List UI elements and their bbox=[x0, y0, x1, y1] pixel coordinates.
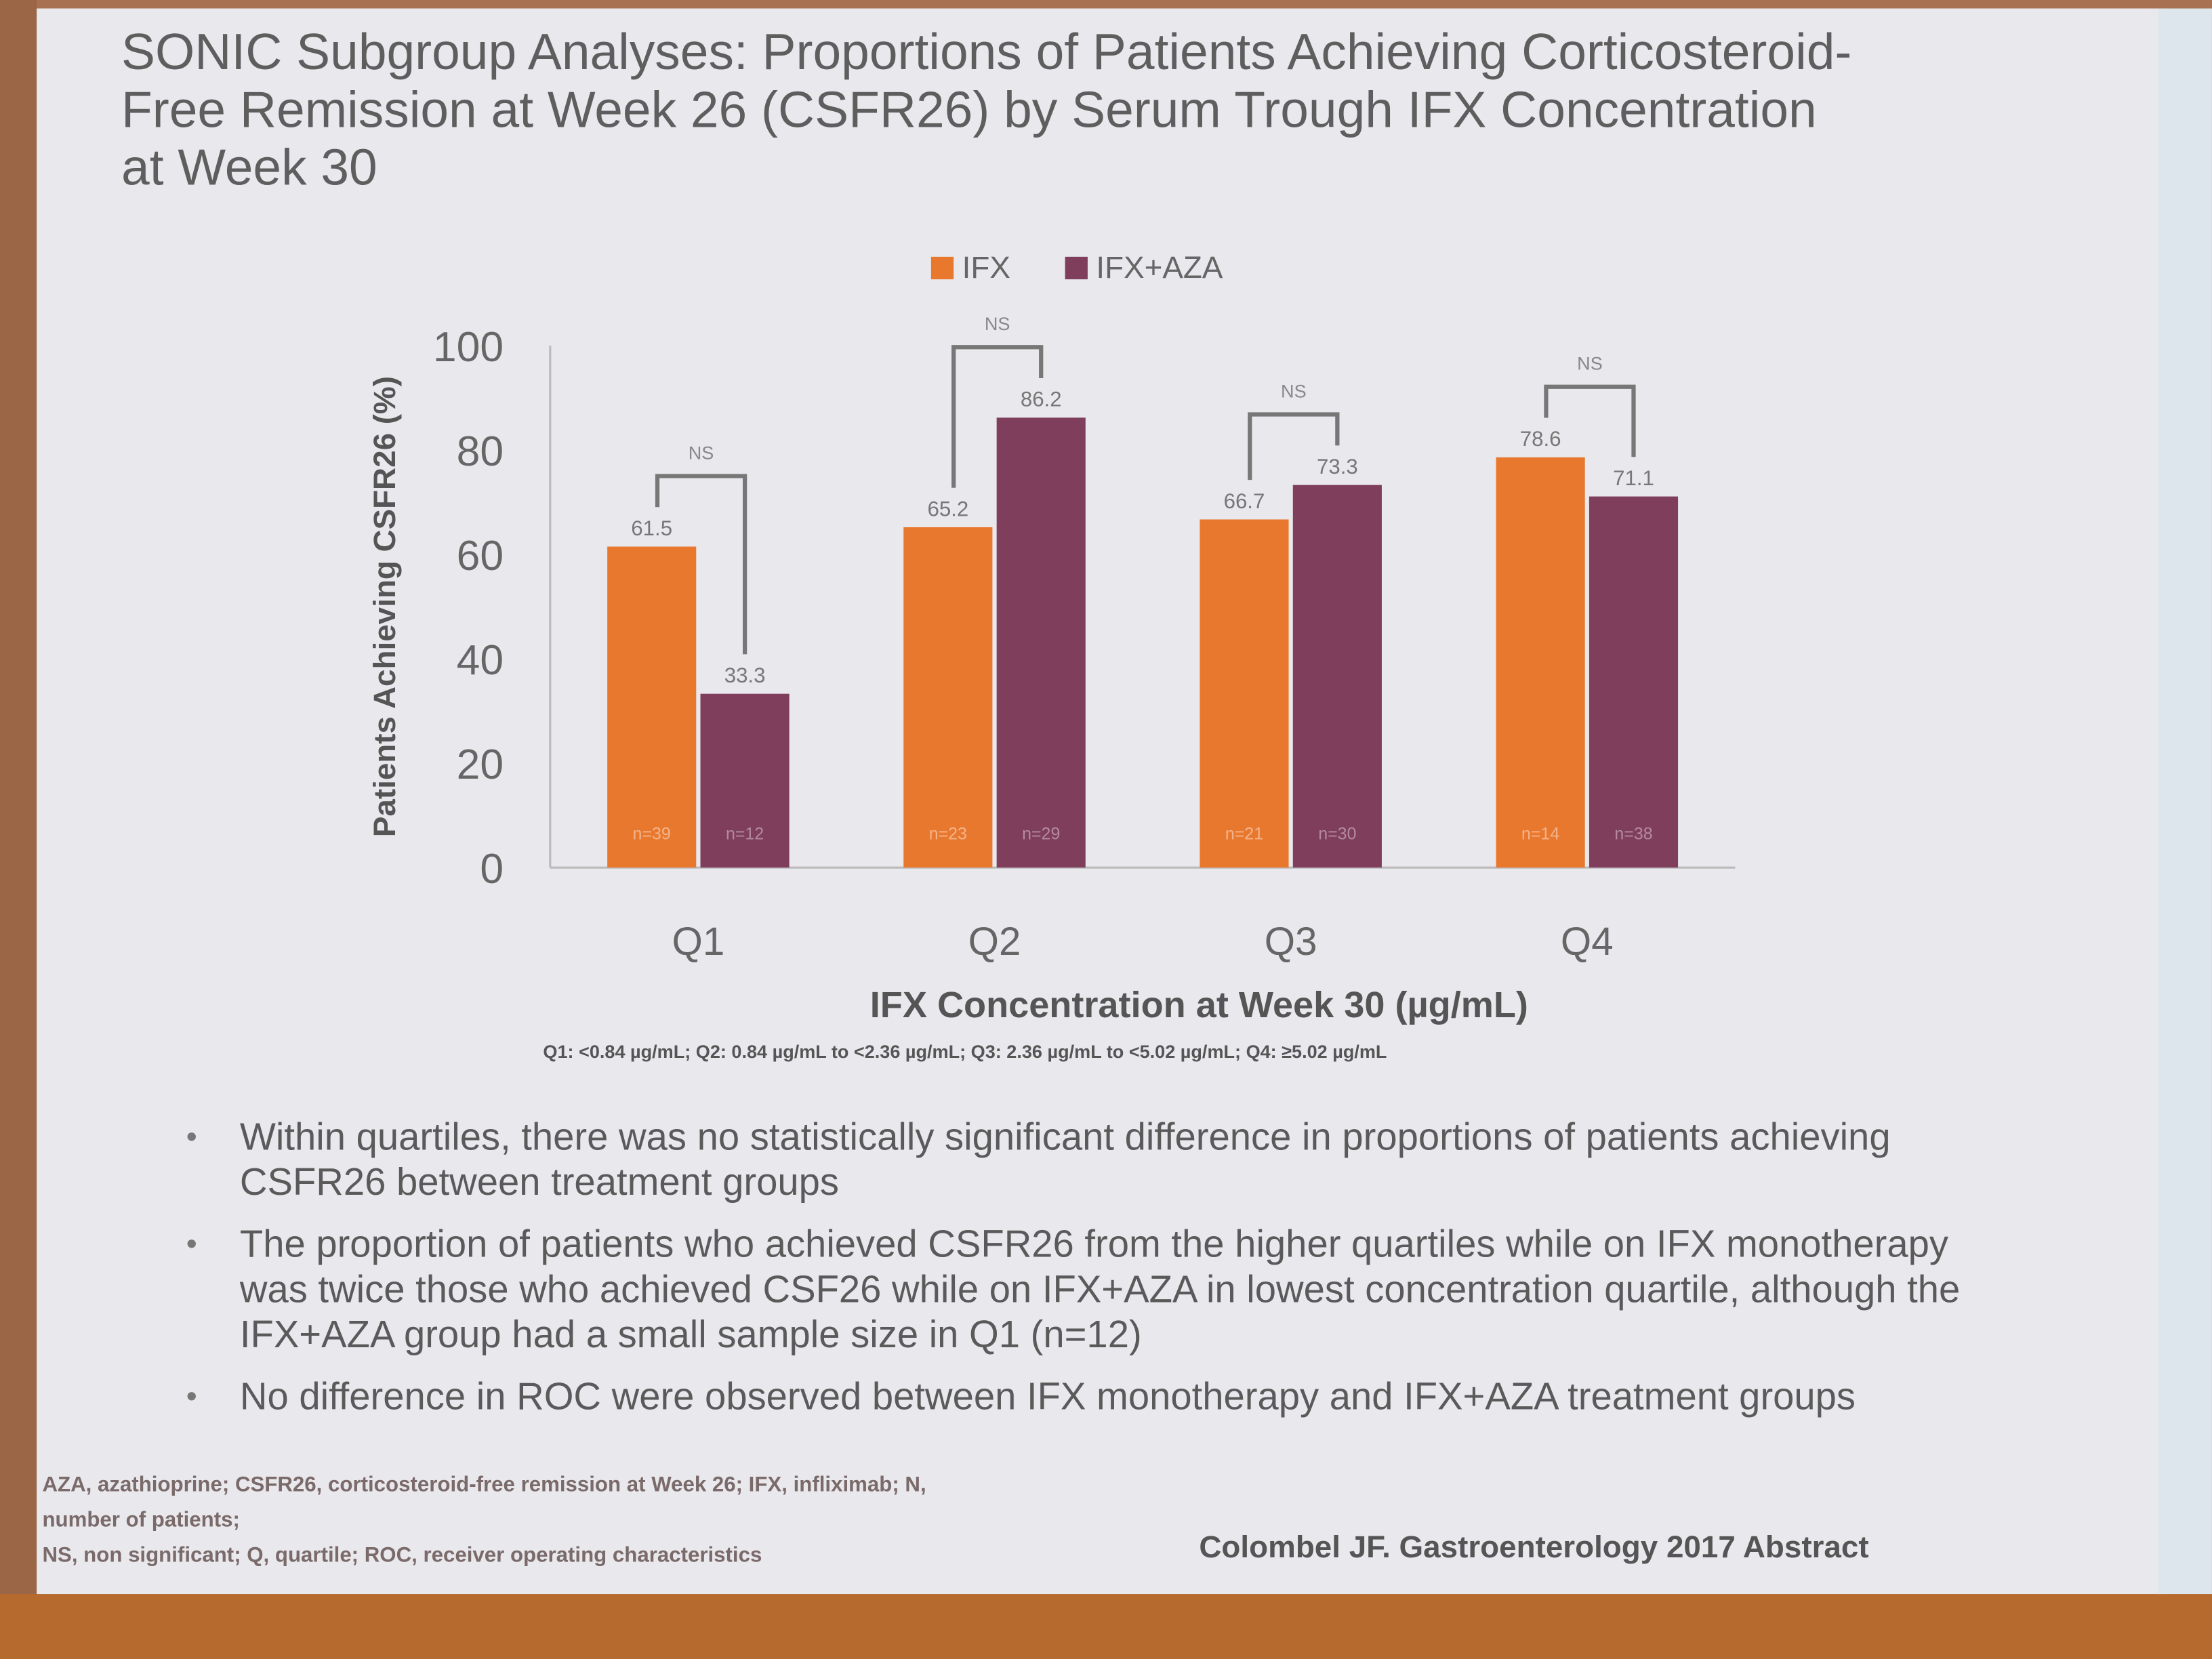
n-label: n=12 bbox=[726, 825, 764, 844]
significance-bracket bbox=[1248, 412, 1340, 480]
y-tick-label: 0 bbox=[480, 845, 504, 893]
slide-title: SONIC Subgroup Analyses: Proportions of … bbox=[121, 22, 1852, 197]
data-label: 33.3 bbox=[724, 663, 766, 687]
n-label: n=39 bbox=[633, 825, 671, 844]
legend-swatch-ifx bbox=[930, 256, 954, 280]
legend-label: IFX+AZA bbox=[1096, 250, 1223, 285]
n-label: n=23 bbox=[929, 825, 967, 844]
significance-bracket bbox=[1544, 384, 1636, 457]
n-label: n=38 bbox=[1614, 825, 1652, 844]
projector-frame-left bbox=[0, 0, 37, 1659]
bullet-item: • Within quartiles, there was no statisti… bbox=[155, 1114, 2018, 1204]
significance-label: NS bbox=[985, 314, 1010, 334]
abbreviation-line: number of patients; bbox=[42, 1508, 240, 1532]
x-tick-label: Q2 bbox=[968, 920, 1021, 964]
x-axis-title: IFX Concentration at Week 30 (µg/mL) bbox=[870, 985, 1528, 1025]
bullet-dot: • bbox=[186, 1118, 197, 1154]
bar-ifx-aza bbox=[1292, 485, 1382, 868]
bullet-text: The proportion of patients who achieved … bbox=[239, 1223, 1961, 1356]
screen-edge bbox=[2158, 8, 2212, 1595]
y-tick-label: 20 bbox=[457, 741, 504, 788]
x-tick-label: Q4 bbox=[1561, 920, 1614, 964]
significance-bracket bbox=[655, 474, 747, 655]
y-tick-label: 60 bbox=[457, 532, 504, 579]
quartile-definitions: Q1: <0.84 µg/mL; Q2: 0.84 µg/mL to <2.36… bbox=[543, 1041, 1387, 1063]
y-tick-label: 40 bbox=[457, 636, 504, 684]
bar-ifx bbox=[1200, 519, 1289, 868]
bullet-dot: • bbox=[186, 1378, 197, 1414]
y-tick-label: 100 bbox=[433, 323, 504, 371]
bar-ifx bbox=[903, 527, 993, 868]
bullet-dot: • bbox=[186, 1225, 197, 1261]
data-label: 65.2 bbox=[927, 497, 968, 520]
bar-ifx-aza bbox=[996, 417, 1086, 868]
bar-ifx-aza bbox=[1589, 496, 1679, 868]
data-label: 61.5 bbox=[631, 516, 672, 540]
legend-label: IFX bbox=[962, 250, 1010, 285]
y-axis-title: Patients Achieving CSFR26 (%) bbox=[367, 376, 402, 837]
significance-label: NS bbox=[1577, 354, 1603, 374]
n-label: n=30 bbox=[1318, 825, 1356, 844]
n-label: n=14 bbox=[1521, 825, 1559, 844]
bullet-text: No difference in ROC were observed betwe… bbox=[239, 1375, 1856, 1418]
data-label: 78.6 bbox=[1520, 427, 1561, 451]
bar-ifx-aza bbox=[700, 693, 790, 868]
data-label: 86.2 bbox=[1021, 388, 1062, 411]
data-label: 73.3 bbox=[1317, 455, 1358, 478]
abbreviation-line: AZA, azathioprine; CSFR26, corticosteroi… bbox=[42, 1473, 926, 1497]
y-tick-label: 80 bbox=[457, 428, 504, 475]
bullet-item: • No difference in ROC were observed betw… bbox=[155, 1374, 2018, 1419]
n-label: n=29 bbox=[1022, 825, 1060, 844]
n-label: n=21 bbox=[1225, 825, 1263, 844]
x-tick-label: Q3 bbox=[1265, 920, 1317, 964]
bullet-text: Within quartiles, there was no statistic… bbox=[239, 1115, 1891, 1204]
bar-ifx bbox=[607, 546, 697, 868]
bullet-item: • The proportion of patients who achieved… bbox=[155, 1222, 2018, 1357]
significance-label: NS bbox=[1281, 382, 1307, 402]
x-tick-label: Q1 bbox=[672, 920, 725, 964]
data-label: 66.7 bbox=[1224, 489, 1265, 513]
bullet-list: • Within quartiles, there was no statisti… bbox=[155, 1114, 2018, 1436]
abbreviations: AZA, azathioprine; CSFR26, corticosteroi… bbox=[42, 1467, 1368, 1573]
legend-swatch-ifx-aza bbox=[1065, 256, 1088, 280]
abbreviation-line: NS, non significant; Q, quartile; ROC, r… bbox=[42, 1543, 762, 1568]
significance-label: NS bbox=[689, 443, 714, 463]
bar-ifx bbox=[1496, 457, 1585, 868]
projector-frame-bottom bbox=[0, 1594, 2212, 1659]
bar-chart: 0 20 40 60 80 100 Patients Achieving CSFR26 (%… bbox=[367, 250, 1736, 1025]
slide bbox=[37, 8, 2167, 1595]
data-label: 71.1 bbox=[1613, 466, 1654, 490]
significance-bracket bbox=[951, 345, 1044, 488]
citation: Colombel JF. Gastroenterology 2017 Abstr… bbox=[1199, 1529, 1869, 1565]
